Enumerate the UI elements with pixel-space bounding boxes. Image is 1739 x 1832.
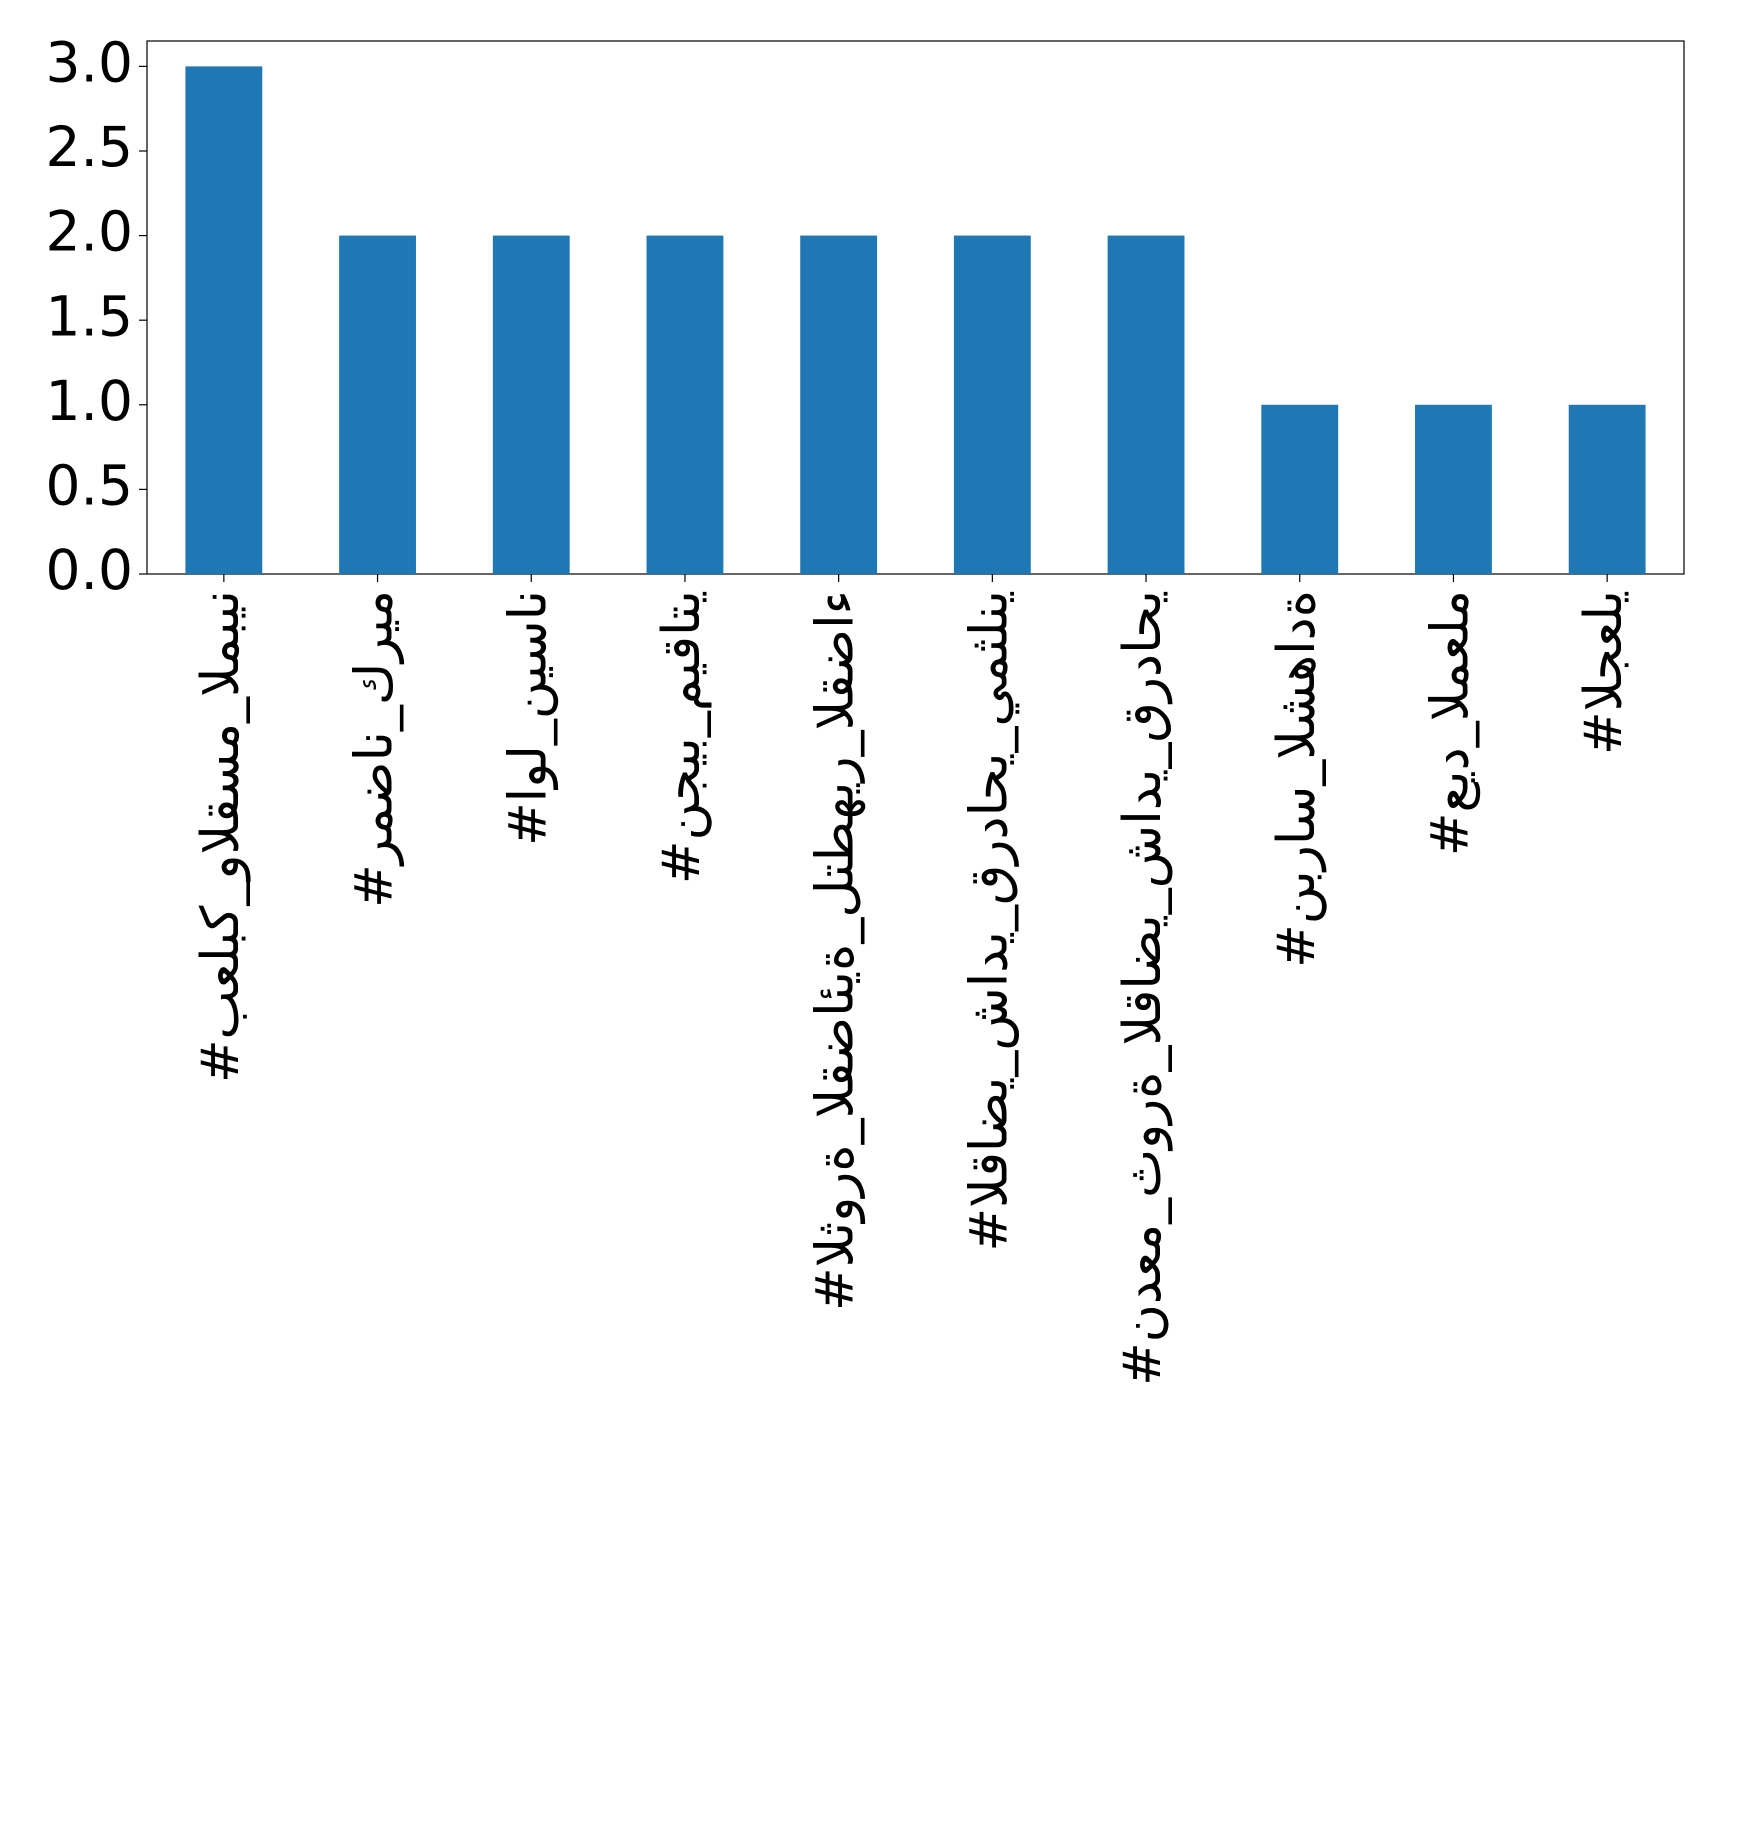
bar [1107, 235, 1185, 575]
x-tick-label: #رمضان_كريم [345, 590, 405, 908]
x-tick-label: #بعلبك_والقسم_المبين [191, 590, 251, 1083]
bar [1415, 404, 1492, 574]
y-tick-label: 1.5 [46, 284, 133, 348]
bar [1261, 404, 1339, 574]
x-tick-label: #ندعم_ثورة_القاضي_شادي_قرداحي [1113, 590, 1173, 1386]
y-tick-label: 1.0 [46, 369, 133, 433]
y-tick-label: 2.0 [46, 200, 133, 264]
bar [339, 235, 416, 575]
x-tick-label: #نجيب_ميقاتي [652, 590, 712, 884]
y-tick-label: 0.0 [46, 538, 133, 602]
bar [185, 66, 263, 574]
bar [953, 235, 1031, 575]
y-tick-label: 0.5 [46, 454, 133, 518]
x-tick-label: #اول_نيسان [498, 590, 558, 846]
x-tick-label: #الثورة_القضائية_لتطهير_القضاء [806, 590, 866, 1311]
bar [800, 235, 878, 575]
x-tick-label: #القاضي_شادي_قرداحي_يمثلني [959, 590, 1019, 1252]
bar [492, 235, 570, 575]
y-tick-label: 2.5 [46, 115, 133, 179]
x-tick-label: #الجعلي [1574, 590, 1634, 755]
y-tick-label: 3.0 [46, 31, 133, 95]
x-tick-label: #نبراس_الشهادة [1267, 590, 1327, 968]
bar [646, 235, 724, 575]
plot-frame [146, 40, 1685, 575]
bar [1568, 404, 1646, 574]
x-tick-label: #عيد_المعلم [1420, 590, 1480, 856]
